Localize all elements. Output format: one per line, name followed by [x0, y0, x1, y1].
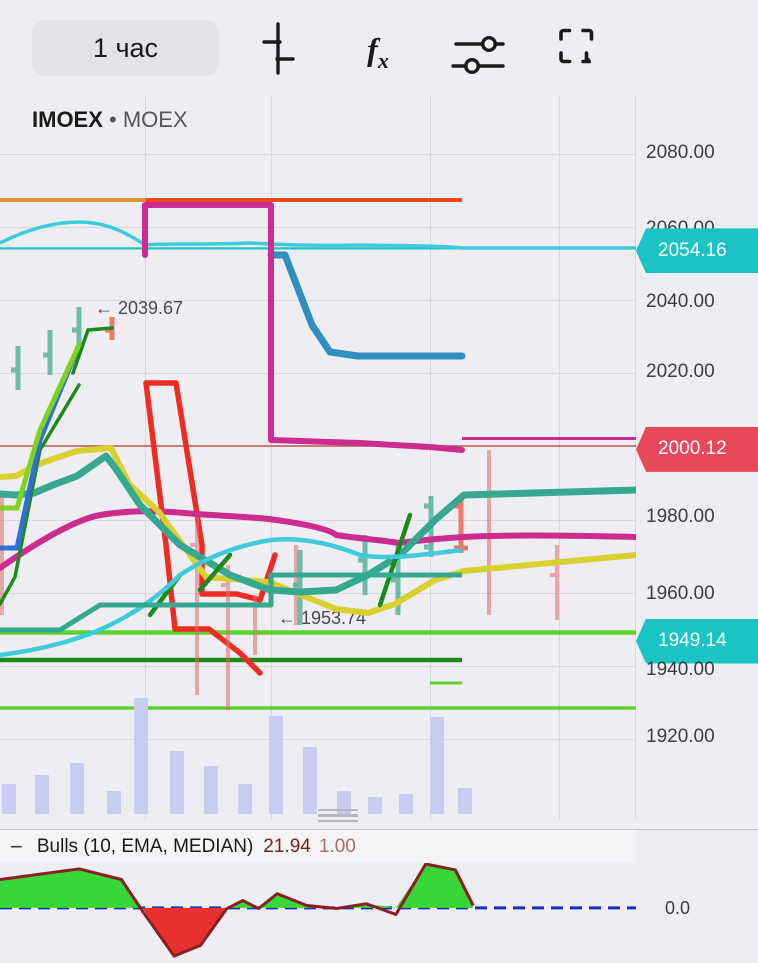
svg-text:fx: fx: [367, 31, 389, 73]
